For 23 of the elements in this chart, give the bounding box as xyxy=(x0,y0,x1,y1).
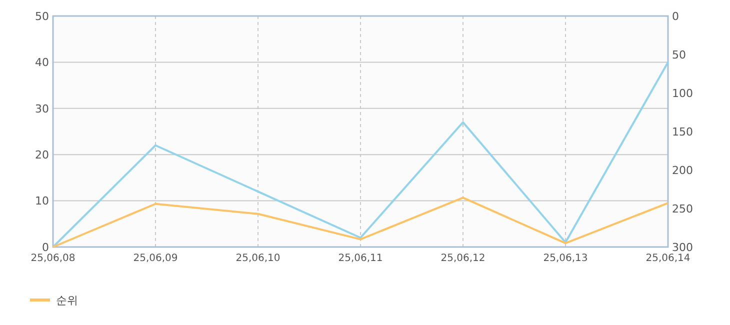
x-tick-label: 25,06,14 xyxy=(646,253,690,264)
y-tick-label: 50 xyxy=(35,10,49,23)
line-series xyxy=(52,61,669,248)
y-tick-label: 30 xyxy=(35,102,49,116)
x-tick-label: 25,06,08 xyxy=(30,253,76,264)
x-tick-label: 25,06,13 xyxy=(543,253,588,264)
y2-tick-label: 300 xyxy=(672,240,693,254)
y-tick-label: 40 xyxy=(35,56,49,70)
y2-tick-label: 50 xyxy=(672,48,686,62)
y2-tick-label: 200 xyxy=(672,164,693,177)
y2-tick-label: 250 xyxy=(672,202,693,216)
y2-tick-label: 150 xyxy=(672,125,693,138)
x-tick-label: 25,06,11 xyxy=(338,253,383,264)
x-tick-label: 25,06,09 xyxy=(133,253,178,264)
legend-label: 순위 xyxy=(56,294,78,307)
y-tick-label: 20 xyxy=(35,148,49,162)
x-tick-label: 25,06,10 xyxy=(236,253,280,264)
y2-tick-label: 0 xyxy=(672,10,679,23)
line-series xyxy=(52,196,669,248)
x-tick-label: 25,06,12 xyxy=(440,253,486,264)
y-tick-label: 10 xyxy=(35,194,49,208)
y2-tick-label: 100 xyxy=(672,86,693,100)
y-tick-label: 0 xyxy=(42,240,49,254)
